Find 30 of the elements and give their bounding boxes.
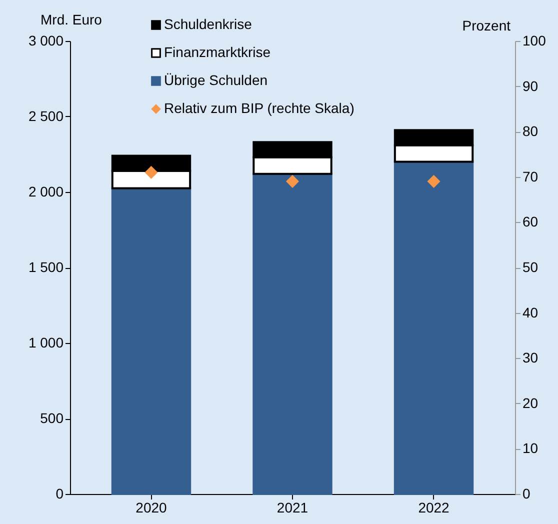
- y-tick-label: 1 500: [28, 259, 64, 275]
- legend-label: Übrige Schulden: [164, 72, 268, 88]
- y-tick-label: 500: [40, 410, 64, 426]
- y2-tick-label: 100: [522, 32, 546, 48]
- y2-tick-label: 50: [522, 259, 538, 275]
- y2-tick-label: 90: [522, 78, 538, 94]
- y-tick-label: 2 000: [28, 184, 64, 200]
- y2-tick-label: 60: [522, 214, 538, 230]
- legend-label: Relativ zum BIP (rechte Skala): [164, 100, 354, 116]
- y2-tick-label: 40: [522, 304, 538, 320]
- y2-tick-label: 80: [522, 123, 538, 140]
- y-tick-label: 3 000: [28, 32, 64, 48]
- bar: [111, 187, 192, 495]
- legend-label: Schuldenkrise: [164, 16, 252, 32]
- y2-tick-label: 20: [522, 394, 538, 411]
- y2-tick-label: 70: [522, 168, 538, 184]
- x-tick-label: 2020: [136, 500, 168, 516]
- legend-label: Finanzmarktkrise: [164, 44, 271, 60]
- bar: [252, 172, 332, 495]
- y2-tick-label: 0: [522, 486, 530, 502]
- y-tick-label: 0: [56, 486, 64, 502]
- x-tick-label: 2021: [276, 500, 308, 516]
- x-tick-label: 2022: [418, 500, 450, 516]
- y2-axis-title: Prozent: [462, 18, 511, 34]
- y-tick-label: 1 000: [28, 334, 64, 350]
- bar: [394, 160, 474, 495]
- y-axis-title: Mrd. Euro: [40, 12, 102, 28]
- y2-tick-label: 30: [522, 350, 538, 366]
- y-tick-label: 2 500: [28, 108, 64, 124]
- y2-tick-label: 10: [522, 440, 538, 456]
